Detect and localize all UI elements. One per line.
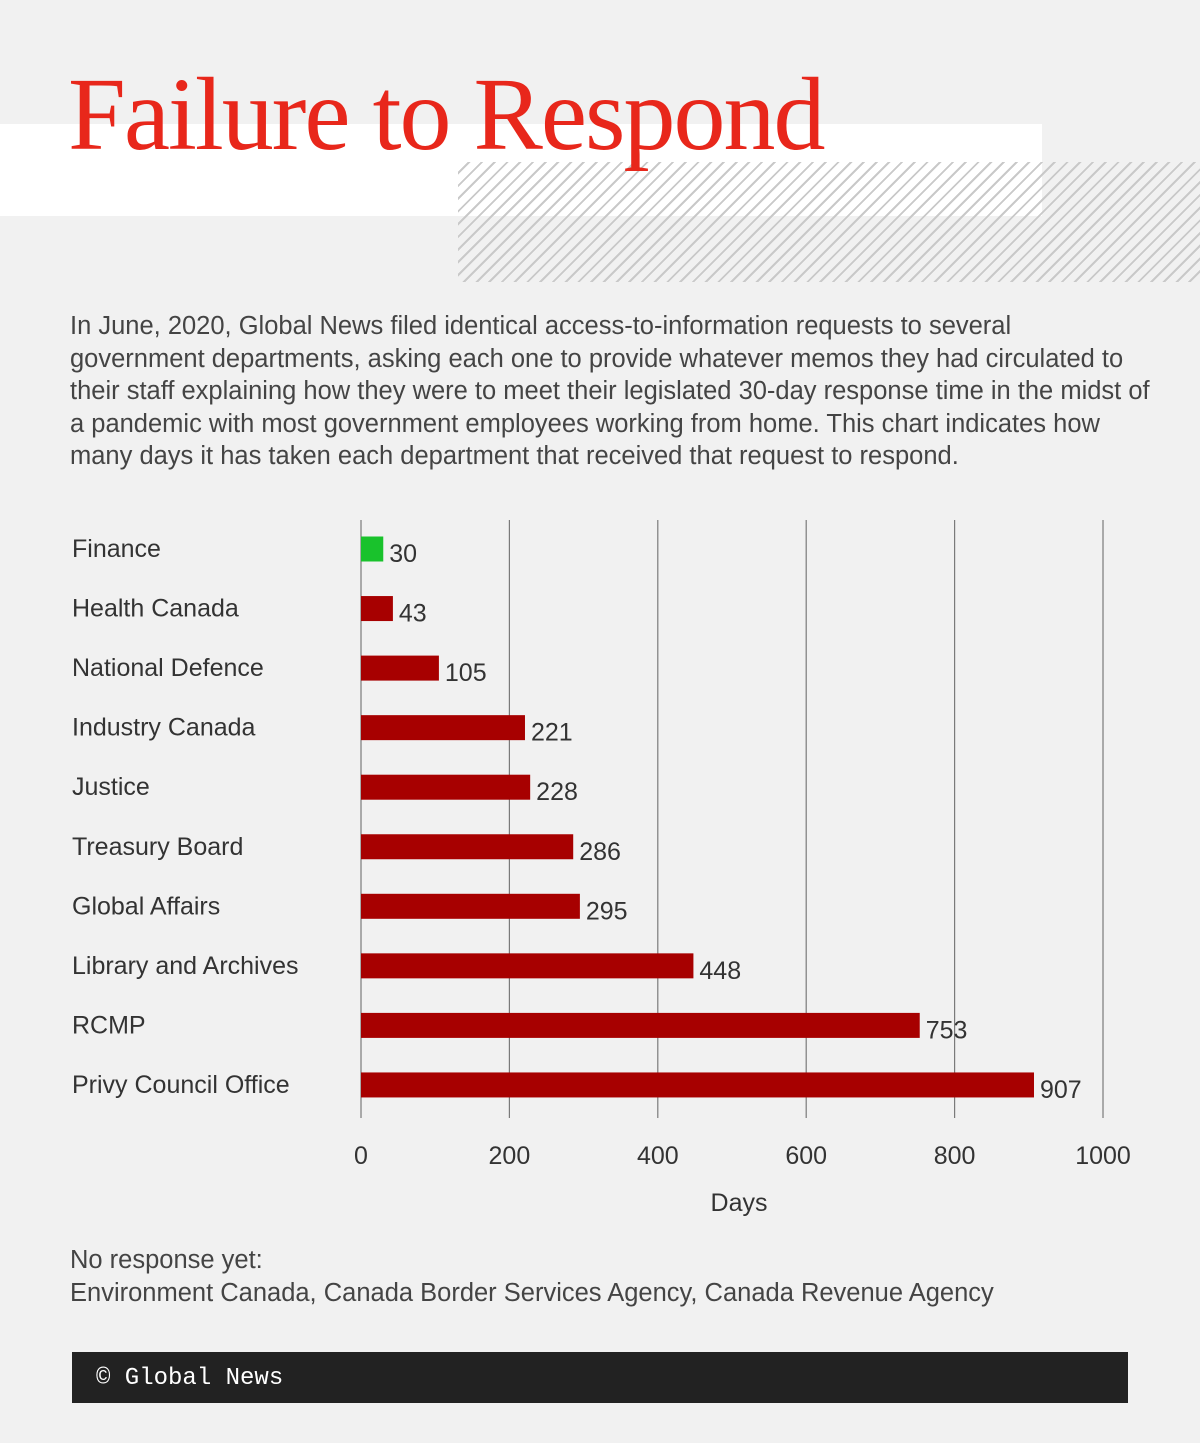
x-axis-title: Days — [711, 1189, 768, 1217]
value-label: 30 — [389, 540, 417, 568]
intro-paragraph: In June, 2020, Global News filed identic… — [70, 312, 1150, 470]
category-label: National Defence — [72, 654, 264, 682]
footer-bar: © Global News — [72, 1352, 1128, 1403]
bar — [361, 715, 525, 741]
category-label: Global Affairs — [72, 892, 220, 920]
no-response-heading: No response yet: — [70, 1246, 263, 1274]
page-title: Failure to Respond — [68, 57, 825, 172]
x-tick-label: 800 — [934, 1142, 976, 1170]
category-label: Industry Canada — [72, 714, 256, 742]
value-label: 448 — [699, 957, 741, 985]
bars — [361, 536, 1034, 1098]
value-label: 221 — [531, 719, 573, 747]
value-label: 286 — [579, 838, 621, 866]
no-response-list: Environment Canada, Canada Border Servic… — [70, 1278, 994, 1307]
no-response-section: No response yet: Environment Canada, Can… — [70, 1244, 1150, 1309]
x-tick-label: 0 — [354, 1142, 368, 1170]
category-label: Finance — [72, 535, 161, 563]
bar — [361, 953, 694, 979]
category-label: Health Canada — [72, 595, 239, 623]
bar — [361, 596, 393, 622]
value-label: 43 — [399, 600, 427, 628]
category-label: RCMP — [72, 1011, 146, 1039]
value-label: 228 — [536, 778, 578, 806]
bar-chart: 0 200 400 600 800 1000 Days Finance 30 Health Can… — [72, 520, 1131, 1217]
bar — [361, 834, 574, 860]
bar — [361, 893, 580, 919]
category-label: Treasury Board — [72, 833, 243, 861]
category-label: Justice — [72, 773, 150, 801]
labels: 0 200 400 600 800 1000 Days Finance 30 Health Can… — [72, 535, 1131, 1217]
value-label: 295 — [586, 897, 628, 925]
bar — [361, 655, 439, 681]
bar — [361, 536, 384, 562]
bar — [361, 774, 531, 800]
copyright-text: © Global News — [96, 1365, 284, 1392]
x-tick-label: 400 — [637, 1142, 679, 1170]
value-label: 753 — [926, 1016, 968, 1044]
value-label: 907 — [1040, 1076, 1082, 1104]
x-tick-label: 200 — [489, 1142, 531, 1170]
category-label: Library and Archives — [72, 952, 299, 980]
x-tick-label: 1000 — [1075, 1142, 1131, 1170]
category-label: Privy Council Office — [72, 1071, 290, 1099]
x-tick-label: 600 — [785, 1142, 827, 1170]
bar — [361, 1072, 1034, 1098]
bar — [361, 1012, 920, 1038]
value-label: 105 — [445, 659, 487, 687]
hatch-decoration — [458, 162, 1200, 282]
